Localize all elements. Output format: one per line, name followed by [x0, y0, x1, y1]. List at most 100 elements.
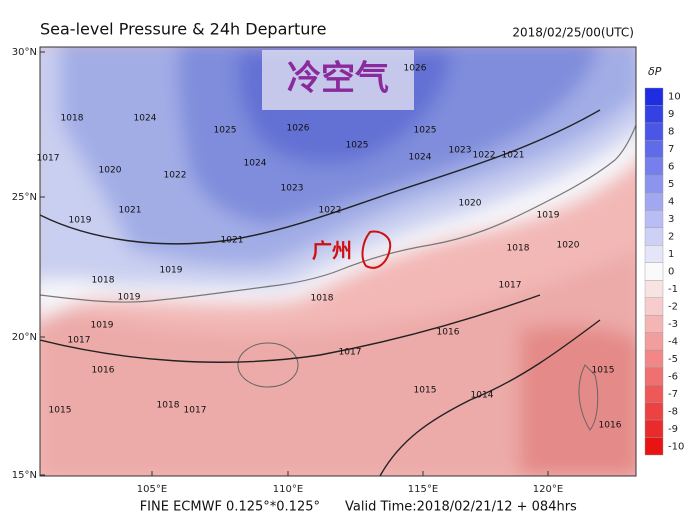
colorbar-label: -7	[668, 389, 678, 400]
colorbar-label: -8	[668, 406, 678, 417]
colorbar-cell	[644, 157, 664, 176]
isobar-label: 1025	[414, 126, 437, 136]
lon-label: 120°E	[533, 484, 563, 495]
lat-label: 15°N	[12, 470, 37, 481]
colorbar-label: 8	[668, 127, 674, 138]
isobar-label: 1019	[537, 211, 560, 221]
watermark: 冷空气	[287, 59, 389, 99]
isobar-label: 1024	[409, 153, 432, 163]
isobar-label: 1014	[471, 391, 494, 401]
colorbar-label: 6	[668, 162, 674, 173]
lon-label: 105°E	[137, 484, 167, 495]
colorbar-label: 4	[668, 197, 674, 208]
colorbar-title: δP	[648, 65, 662, 78]
colorbar-cell	[644, 280, 664, 298]
isobar-label: 1020	[459, 199, 482, 209]
city-label: 广州	[312, 239, 352, 263]
colorbar-label: 1	[668, 249, 674, 260]
isobar-label: 1018	[61, 114, 84, 124]
isobar-label: 1020	[557, 241, 580, 251]
isobar-label: 1019	[160, 266, 183, 276]
footer-model: FINE ECMWF 0.125°*0.125°	[140, 500, 320, 515]
colorbar-label: -10	[668, 441, 684, 452]
colorbar-cell	[644, 437, 664, 456]
colorbar-cell	[644, 227, 664, 246]
lon-label: 110°E	[273, 484, 303, 495]
isobar-label: 1021	[221, 236, 244, 246]
colorbar-cell	[644, 210, 664, 229]
isobar-label: 1022	[164, 171, 187, 181]
colorbar-label: 3	[668, 214, 674, 225]
isobar-label: 1021	[119, 206, 142, 216]
lat-label: 20°N	[12, 332, 37, 343]
colorbar-label: -5	[668, 354, 678, 365]
isobar-label: 1026	[287, 124, 310, 134]
isobar-label: 1019	[69, 216, 92, 226]
isobar-label: 1017	[184, 406, 207, 416]
isobar-label: 1026	[404, 64, 427, 74]
field	[40, 47, 636, 476]
footer-valid: Valid Time:2018/02/21/12 + 084hrs	[345, 500, 577, 515]
colorbar-label: -1	[668, 284, 678, 295]
isobar-label: 1015	[49, 406, 72, 416]
colorbar-label: 9	[668, 109, 674, 120]
map-frame	[39, 46, 637, 477]
colorbar-label: 0	[668, 267, 674, 278]
colorbar-label: -6	[668, 371, 678, 382]
isobar-label: 1017	[37, 154, 60, 164]
isobar-label: 1018	[157, 401, 180, 411]
isobar-label: 1016	[92, 366, 115, 376]
watermark-box	[262, 50, 414, 110]
isobar-label: 1018	[507, 244, 530, 254]
isobar-label: 1023	[281, 184, 304, 194]
isobar-label: 1019	[118, 293, 141, 303]
isobar-label: 1015	[414, 386, 437, 396]
colorbar-label: 10	[668, 92, 681, 103]
isobar-label: 1016	[437, 328, 460, 338]
isobar-label: 1020	[99, 166, 122, 176]
colorbar-cell	[644, 122, 664, 141]
isobar-label: 1025	[346, 141, 369, 151]
isobar-label: 1022	[319, 206, 342, 216]
isobar-label: 1023	[449, 146, 472, 156]
isobar-label: 1017	[339, 348, 362, 358]
colorbar-cell	[644, 384, 664, 403]
lon-label: 115°E	[408, 484, 438, 495]
isobar-label: 1018	[311, 294, 334, 304]
lat-label: 25°N	[12, 192, 37, 203]
lat-label: 30°N	[12, 47, 37, 58]
isobar-label: 1024	[134, 114, 157, 124]
colorbar-label: -3	[668, 319, 678, 330]
title: Sea-level Pressure & 24h Departure	[40, 20, 326, 39]
isobar-label: 1017	[68, 336, 91, 346]
colorbar-cell	[644, 419, 664, 438]
colorbar-cell	[644, 105, 664, 124]
colorbar-cell	[644, 175, 664, 194]
colorbar-cell	[644, 140, 664, 159]
colorbar-cell	[644, 349, 664, 368]
colorbar-label: 7	[668, 144, 674, 155]
colorbar-cell	[644, 314, 664, 333]
isobar-label: 1025	[214, 126, 237, 136]
isobar-label: 1015	[592, 366, 615, 376]
colorbar-label: 5	[668, 179, 674, 190]
colorbar-label: -4	[668, 336, 678, 347]
colorbar-label: 2	[668, 232, 674, 243]
isobar-label: 1021	[502, 151, 525, 161]
isobar-label: 1019	[91, 321, 114, 331]
colorbar-cell	[644, 297, 664, 316]
colorbar-cell	[644, 192, 664, 211]
colorbar-cell	[644, 262, 664, 281]
isobar-label: 1018	[92, 276, 115, 286]
isobar-label: 1024	[244, 159, 267, 169]
colorbar-cell	[644, 402, 664, 421]
colorbar-cell	[644, 367, 664, 386]
colorbar-cell	[644, 332, 664, 351]
colorbar-cell	[644, 87, 664, 106]
isobar-label: 1016	[599, 421, 622, 431]
colorbar-label: -9	[668, 424, 678, 435]
datetime: 2018/02/25/00(UTC)	[512, 26, 634, 40]
colorbar-label: -2	[668, 301, 678, 312]
